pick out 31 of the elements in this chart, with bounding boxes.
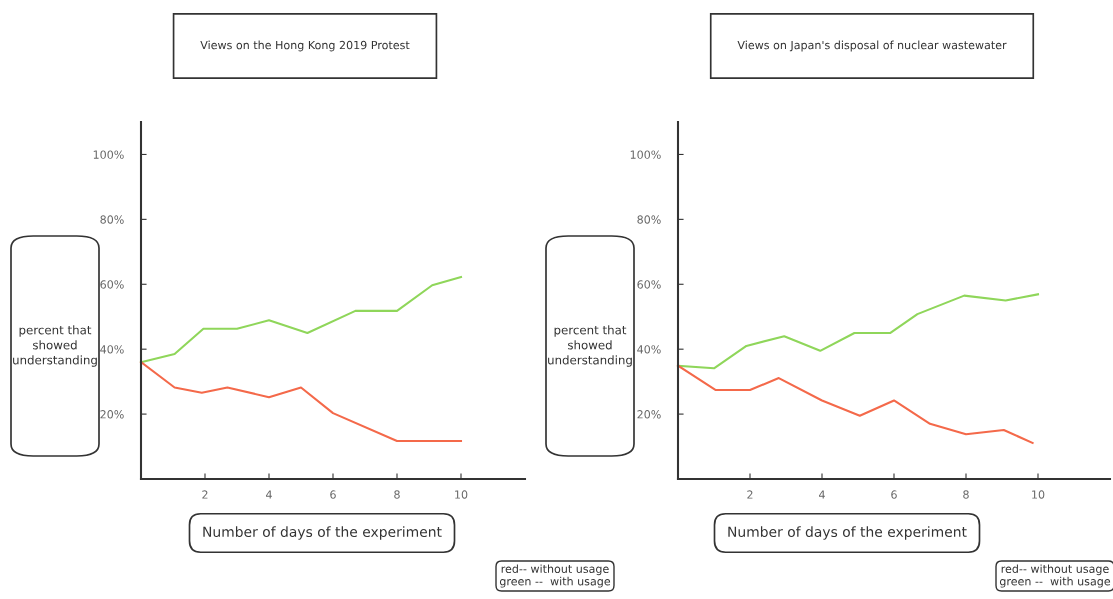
chart-title: Views on the Hong Kong 2019 Protest bbox=[200, 40, 410, 52]
y-tick-label: 40% bbox=[637, 345, 661, 354]
y-tick-label: 100% bbox=[630, 150, 661, 159]
line-series bbox=[676, 364, 1034, 445]
line-series bbox=[139, 361, 463, 443]
x-axis-title: Number of days of the experiment bbox=[728, 526, 967, 540]
y-tick-label: 80% bbox=[637, 215, 661, 224]
x-tick-label: 6 bbox=[891, 490, 897, 499]
x-tick-label: 2 bbox=[202, 490, 208, 499]
y-tick-label: 60% bbox=[637, 280, 661, 289]
x-tick-label: 6 bbox=[330, 490, 336, 499]
y-tick-label: 100% bbox=[93, 150, 124, 159]
text: red-- without usage green -- with usage bbox=[999, 564, 1111, 588]
x-tick-label: 10 bbox=[455, 490, 468, 499]
x-axis-title: Number of days of the experiment bbox=[203, 526, 442, 540]
x-tick-label: 10 bbox=[1032, 490, 1045, 499]
y-tick-label: 40% bbox=[100, 345, 124, 354]
y-axis-title: percent that showed understanding bbox=[548, 325, 632, 367]
y-tick-label: 60% bbox=[100, 280, 124, 289]
y-tick-label: 20% bbox=[637, 410, 661, 419]
y-axis-title: percent that showed understanding bbox=[13, 325, 97, 367]
x-tick-label: 4 bbox=[266, 490, 272, 499]
x-tick-label: 4 bbox=[819, 490, 825, 499]
text: red-- without usage green -- with usage bbox=[499, 564, 611, 588]
x-tick-label: 8 bbox=[394, 490, 400, 499]
chart-title: Views on Japan's disposal of nuclear wastewater bbox=[737, 40, 1007, 52]
y-tick-label: 80% bbox=[100, 215, 124, 224]
y-tick-label: 20% bbox=[100, 410, 124, 419]
x-tick-label: 8 bbox=[963, 490, 969, 499]
line-series bbox=[139, 276, 463, 364]
x-tick-label: 2 bbox=[747, 490, 753, 499]
